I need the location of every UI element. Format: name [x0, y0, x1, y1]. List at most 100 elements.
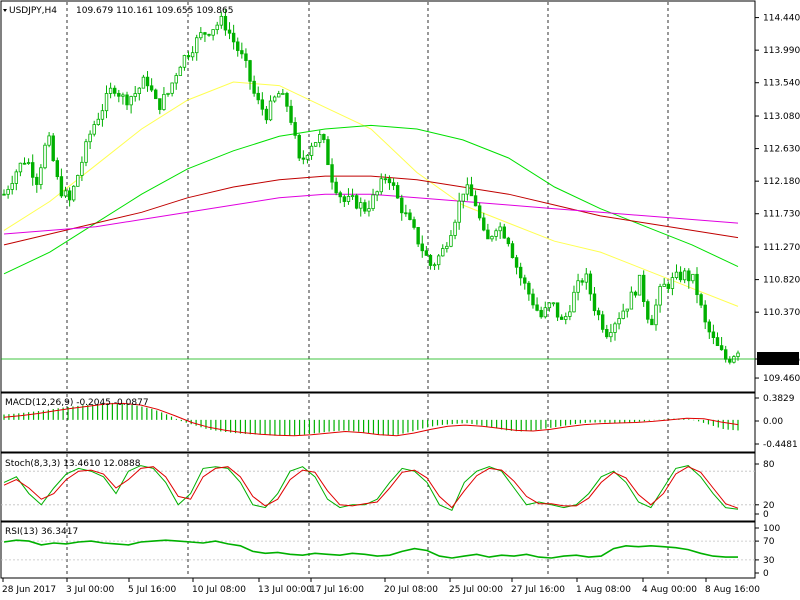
candle-body — [584, 273, 588, 283]
time-tick-label: 10 Jul 08:00 — [192, 585, 246, 595]
stoch-tick-label: 0 — [763, 510, 769, 520]
candle-body — [277, 93, 281, 98]
candle-body — [244, 53, 248, 61]
candle-body — [539, 309, 543, 318]
candle-body — [424, 250, 429, 256]
time-tick-label: 17 Jul 16:00 — [310, 585, 364, 595]
time-tick-label: 25 Jul 00:00 — [449, 585, 503, 595]
candle-body — [190, 52, 195, 58]
macd-panel: MACD(12,26,9) -0.2045 -0.0877 — [0, 392, 756, 453]
candle-body — [227, 29, 232, 34]
candle-body — [506, 237, 511, 245]
candle-body — [404, 212, 408, 215]
candle-body — [55, 160, 60, 178]
candle-body — [281, 93, 285, 95]
candle-body — [670, 277, 675, 289]
candle-body — [682, 270, 687, 281]
candle-body — [88, 133, 92, 143]
dropdown-arrow-icon[interactable] — [3, 9, 7, 12]
candle-body — [441, 248, 445, 257]
candle-body — [318, 134, 322, 143]
candle-body — [674, 271, 679, 278]
candle-body — [289, 105, 293, 123]
candle-body — [113, 87, 117, 94]
macd-tick-label: 0.00 — [763, 417, 783, 427]
price-tick-label: 113.540 — [763, 79, 800, 89]
candle-body — [203, 32, 207, 35]
candle-body — [346, 195, 351, 202]
candle-body — [162, 93, 166, 110]
candle-body — [445, 245, 449, 249]
rsi-label: RSI(13) 36.3417 — [5, 527, 78, 537]
candle-body — [268, 100, 273, 121]
candle-body — [723, 349, 728, 360]
ohlc-values: 109.679 110.161 109.655 109.865 — [76, 6, 233, 16]
candle-body — [39, 167, 43, 185]
candle-body — [580, 280, 584, 283]
candle-body — [174, 75, 178, 84]
candle-body — [678, 271, 683, 281]
candle-body — [625, 308, 629, 312]
candle-body — [117, 92, 121, 97]
candle-body — [576, 280, 580, 293]
candle-body — [629, 291, 634, 310]
candle-body — [72, 185, 76, 201]
time-tick-label: 13 Jul 00:00 — [258, 585, 312, 595]
candle-body — [76, 174, 80, 187]
candle-body — [231, 32, 236, 43]
candle-body — [18, 162, 23, 173]
candle-body — [695, 273, 699, 296]
candle-body — [354, 195, 359, 209]
candle-body — [637, 274, 642, 296]
candle-body — [170, 82, 174, 94]
candle-body — [719, 345, 724, 351]
candle-body — [207, 33, 211, 36]
candle-body — [92, 124, 96, 135]
candle-body — [523, 277, 527, 284]
candle-body — [133, 93, 137, 97]
price-tick-label: 112.180 — [763, 177, 800, 187]
candle-body — [473, 195, 478, 207]
rsi-tick-label: 0 — [763, 569, 769, 579]
candle-body — [14, 171, 19, 184]
candle-body — [31, 162, 35, 178]
candle-body — [568, 311, 572, 317]
stoch-tick-label: 80 — [763, 460, 775, 470]
stochastic-panel: Stoch(8,3,3) 13.4610 12.0888 — [0, 452, 756, 522]
candle-body — [145, 76, 150, 87]
price-tick-label: 110.820 — [763, 276, 800, 286]
candle-body — [309, 145, 314, 156]
candle-body — [223, 15, 228, 31]
time-tick-label: 28 Jun 2017 — [2, 585, 56, 595]
symbol-label: USDJPY,H4 — [9, 6, 57, 16]
candle-body — [527, 282, 531, 295]
candle-body — [514, 257, 519, 268]
candle-body — [420, 243, 424, 252]
candle-body — [646, 301, 650, 320]
candle-body — [182, 55, 187, 68]
candle-body — [125, 94, 129, 106]
candle-body — [195, 37, 199, 54]
time-axis: 28 Jun 2017 3 Jul 00:00 5 Jul 16:00 10 Jul … — [2, 578, 760, 595]
price-tick-label: 113.990 — [763, 46, 800, 56]
candle-body — [272, 96, 277, 102]
time-tick-label: 27 Jul 16:00 — [511, 585, 565, 595]
macd-signal-line — [3, 402, 739, 437]
candle-body — [707, 321, 711, 333]
rsi-line — [3, 539, 738, 559]
candle-body — [215, 24, 219, 31]
candle-body — [359, 202, 363, 209]
candle-body — [600, 314, 605, 330]
candle-body — [494, 230, 498, 237]
candle-body — [596, 310, 601, 316]
candle-body — [236, 41, 240, 51]
candle-body — [334, 181, 338, 194]
current-price-label: 109.865 — [763, 355, 800, 365]
price-tick-label: 109.460 — [763, 374, 800, 384]
candle-body — [2, 193, 6, 196]
candle-body — [502, 226, 506, 239]
candle-body — [129, 96, 133, 106]
candle-body — [605, 328, 609, 338]
candle-body — [412, 219, 416, 228]
